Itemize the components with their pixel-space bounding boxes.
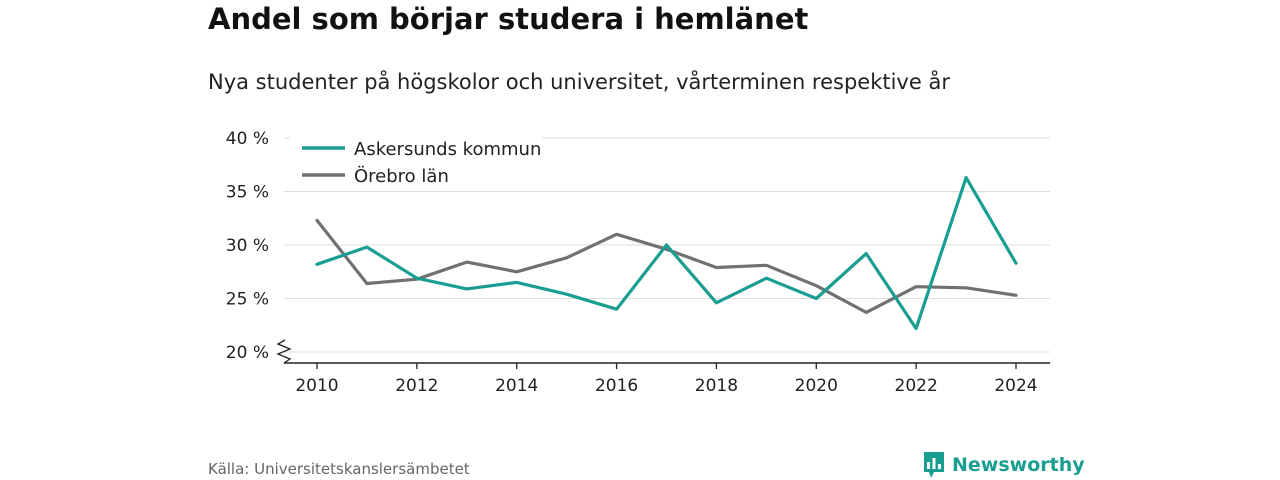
legend-label-orebro: Örebro län [354, 165, 449, 187]
y-tick-label: 20 % [226, 343, 269, 363]
y-tick-label: 30 % [226, 236, 269, 256]
legend: Askersunds kommun Örebro län [290, 133, 542, 191]
brand-name: Newsworthy [952, 454, 1085, 476]
y-axis-labels: 20 % 25 % 30 % 35 % 40 % [226, 129, 269, 363]
series-lines [315, 176, 1018, 331]
x-tick-label: 2012 [395, 376, 438, 396]
series-line-0 [315, 176, 1018, 331]
x-axis-labels: 2010 2012 2014 2016 2018 2020 2022 2024 [295, 376, 1037, 396]
x-tick-label: 2024 [994, 376, 1037, 396]
legend-background [290, 133, 542, 191]
x-axis [276, 339, 1050, 369]
x-tick-label: 2016 [595, 376, 638, 396]
chart-title: Andel som börjar studera i hemlänet [208, 2, 809, 36]
axis-break-marker [276, 339, 292, 364]
bar-chart-icon [924, 452, 944, 478]
source-note: Källa: Universitetskanslersämbetet [208, 460, 470, 478]
x-tick-label: 2010 [295, 376, 338, 396]
y-tick-label: 35 % [226, 183, 269, 203]
x-tick-label: 2018 [695, 376, 738, 396]
chart-subtitle: Nya studenter på högskolor och universit… [208, 70, 950, 94]
x-tick-label: 2020 [795, 376, 838, 396]
x-tick-label: 2022 [895, 376, 938, 396]
y-tick-label: 40 % [226, 129, 269, 149]
legend-label-askersunds: Askersunds kommun [354, 139, 541, 160]
series-line-1 [315, 218, 1018, 314]
line-chart: 20 %25 %30 %35 %40 % 2010 2012 2014 2016 201… [226, 129, 1050, 396]
y-tick-label: 25 % [226, 290, 269, 310]
x-tick-label: 2014 [495, 376, 538, 396]
newsworthy-logo: Newsworthy [922, 451, 1085, 479]
